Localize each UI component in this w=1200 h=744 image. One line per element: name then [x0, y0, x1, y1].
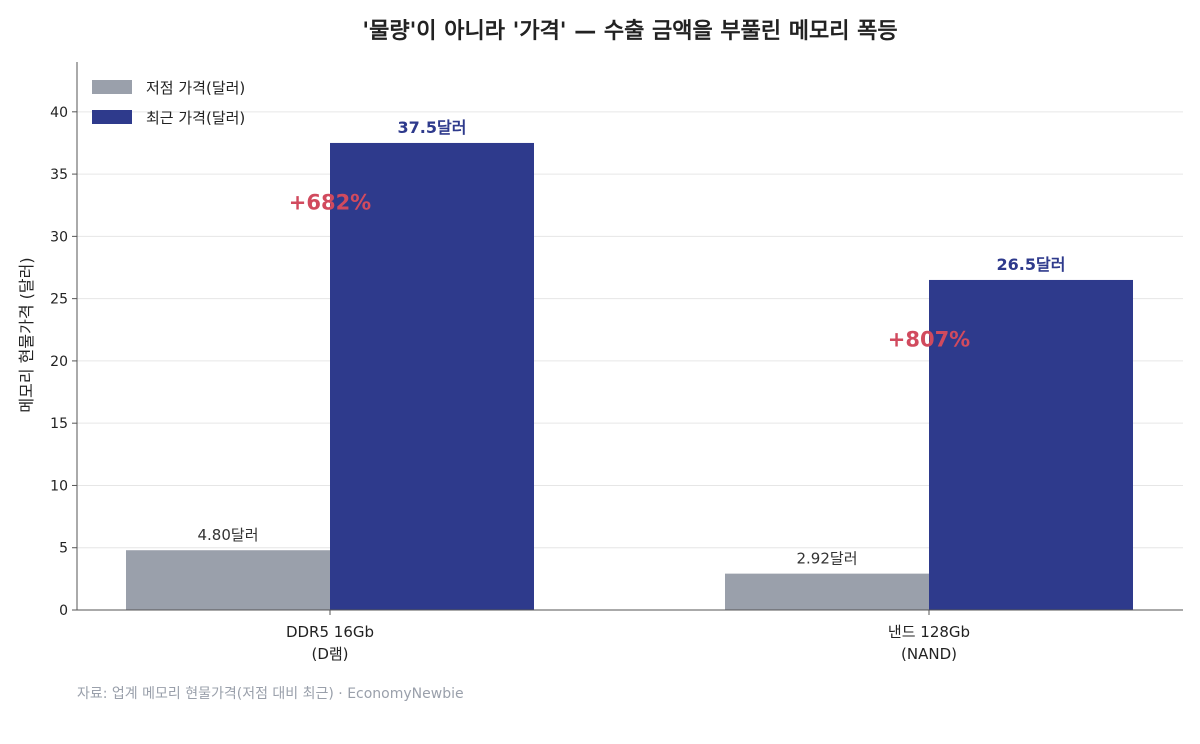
y-tick-label: 25: [50, 292, 68, 308]
y-tick-label: 20: [50, 354, 68, 370]
y-tick-label: 30: [50, 229, 68, 245]
chart-title: '물량'이 아니라 '가격' — 수출 금액을 부풀린 메모리 폭등: [362, 19, 897, 44]
y-tick-label: 15: [50, 416, 68, 432]
y-ticks: 0 5 10 15 20 25 30 35 40: [50, 105, 77, 619]
legend-swatch: [92, 80, 132, 94]
legend-label: 저점 가격(달러): [146, 79, 245, 97]
bar-recent-price: [330, 142, 534, 611]
y-tick-label: 35: [50, 167, 68, 183]
axes: [76, 62, 1183, 611]
x-categories: DDR5 16Gb (D램) 낸드 128Gb (NAND): [286, 610, 970, 663]
data-label: 26.5달러: [997, 255, 1066, 274]
annotations: +682% +807%: [289, 191, 970, 352]
source-note: 자료: 업계 메모리 현물가격(저점 대비 최근) · EconomyNewbi…: [77, 686, 464, 702]
legend-label: 최근 가격(달러): [146, 109, 245, 127]
x-category-label: DDR5 16Gb: [286, 623, 374, 641]
y-tick-label: 10: [50, 478, 68, 494]
data-label: 4.80달러: [198, 526, 259, 544]
x-category-label: (NAND): [901, 645, 957, 663]
data-label: 2.92달러: [797, 550, 858, 568]
x-category-label: (D램): [311, 645, 348, 663]
bar-recent-price: [929, 279, 1133, 610]
bars: [126, 142, 1133, 611]
legend-swatch: [92, 110, 132, 124]
legend: 저점 가격(달러) 최근 가격(달러): [92, 79, 245, 127]
y-tick-label: 5: [59, 541, 68, 557]
bar-low-price: [725, 573, 929, 610]
y-axis-label: 메모리 현물가격 (달러): [17, 257, 36, 412]
data-labels: 4.80달러 2.92달러 37.5달러 26.5달러: [198, 118, 1066, 568]
data-label: 37.5달러: [398, 118, 467, 137]
growth-annotation: +807%: [888, 328, 970, 352]
grid-lines: [77, 111, 1183, 549]
y-tick-label: 40: [50, 105, 68, 121]
growth-annotation: +682%: [289, 191, 371, 215]
x-category-label: 낸드 128Gb: [888, 623, 970, 641]
y-tick-label: 0: [59, 603, 68, 619]
bar-low-price: [126, 550, 330, 610]
